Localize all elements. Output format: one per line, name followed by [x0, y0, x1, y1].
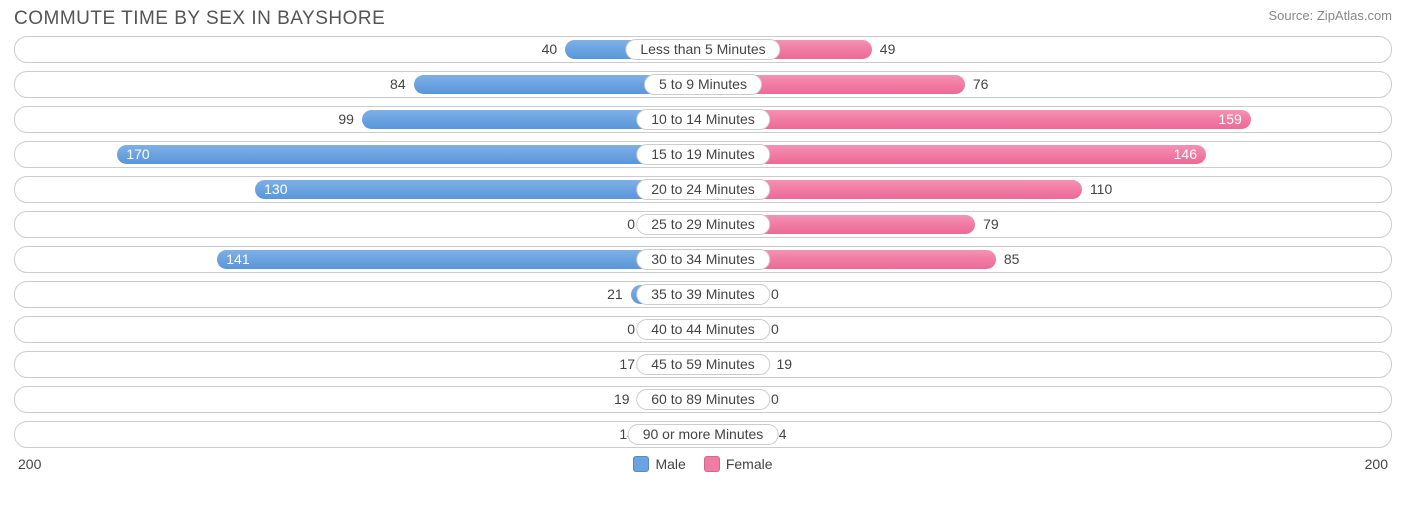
category-label: 5 to 9 Minutes [644, 74, 762, 95]
female-value: 0 [771, 387, 779, 412]
category-label: 30 to 34 Minutes [636, 249, 770, 270]
male-value: 17 [619, 352, 635, 377]
male-swatch-icon [633, 456, 649, 472]
male-value: 0 [627, 317, 635, 342]
chart-row: 84 76 5 to 9 Minutes [14, 71, 1392, 98]
male-value: 21 [607, 282, 623, 307]
category-label: Less than 5 Minutes [625, 39, 780, 60]
female-bar [703, 145, 1206, 164]
chart-row: 0 79 25 to 29 Minutes [14, 211, 1392, 238]
female-bar [703, 110, 1251, 129]
male-value: 99 [338, 107, 354, 132]
male-value: 130 [264, 177, 287, 202]
category-label: 40 to 44 Minutes [636, 319, 770, 340]
male-bar [117, 145, 703, 164]
category-label: 35 to 39 Minutes [636, 284, 770, 305]
chart-row: 21 035 to 39 Minutes [14, 281, 1392, 308]
legend-male: Male [633, 456, 685, 472]
female-value: 146 [1174, 142, 1197, 167]
chart-row: 17 19 45 to 59 Minutes [14, 351, 1392, 378]
chart-row: 141 85 30 to 34 Minutes [14, 246, 1392, 273]
chart-title: COMMUTE TIME BY SEX IN BAYSHORE [14, 8, 385, 30]
female-value: 85 [1004, 247, 1020, 272]
female-value: 110 [1090, 177, 1112, 202]
axis-max-left: 200 [18, 456, 41, 472]
category-label: 25 to 29 Minutes [636, 214, 770, 235]
chart-area: 40 49 Less than 5 Minutes 84 76 5 to 9 Minute… [0, 36, 1406, 448]
chart-row: 170 146 15 to 19 Minutes [14, 141, 1392, 168]
female-swatch-icon [704, 456, 720, 472]
category-label: 45 to 59 Minutes [636, 354, 770, 375]
male-value: 84 [390, 72, 406, 97]
female-value: 79 [983, 212, 999, 237]
male-value: 19 [614, 387, 630, 412]
male-bar [217, 250, 703, 269]
chart-row: 141490 or more Minutes [14, 421, 1392, 448]
female-value: 0 [771, 317, 779, 342]
chart-row: 40 49 Less than 5 Minutes [14, 36, 1392, 63]
chart-row: 19 060 to 89 Minutes [14, 386, 1392, 413]
male-value: 170 [126, 142, 149, 167]
chart-footer: 200 Male Female 200 [0, 456, 1406, 472]
female-value: 76 [973, 72, 989, 97]
axis-max-right: 200 [1365, 456, 1388, 472]
male-value: 141 [226, 247, 249, 272]
category-label: 60 to 89 Minutes [636, 389, 770, 410]
chart-row: 130 110 20 to 24 Minutes [14, 176, 1392, 203]
legend-male-label: Male [655, 456, 685, 472]
legend-female: Female [704, 456, 773, 472]
chart-row: 0 040 to 44 Minutes [14, 316, 1392, 343]
chart-header: COMMUTE TIME BY SEX IN BAYSHORE Source: … [0, 0, 1406, 36]
category-label: 20 to 24 Minutes [636, 179, 770, 200]
category-label: 10 to 14 Minutes [636, 109, 770, 130]
female-value: 159 [1218, 107, 1241, 132]
chart-row: 99 159 10 to 14 Minutes [14, 106, 1392, 133]
legend-female-label: Female [726, 456, 773, 472]
chart-source: Source: ZipAtlas.com [1268, 8, 1392, 23]
category-label: 15 to 19 Minutes [636, 144, 770, 165]
female-value: 19 [776, 352, 792, 377]
category-label: 90 or more Minutes [628, 424, 779, 445]
male-value: 0 [627, 212, 635, 237]
legend: Male Female [633, 456, 772, 472]
female-value: 49 [880, 37, 896, 62]
female-value: 0 [771, 282, 779, 307]
male-value: 40 [542, 37, 558, 62]
